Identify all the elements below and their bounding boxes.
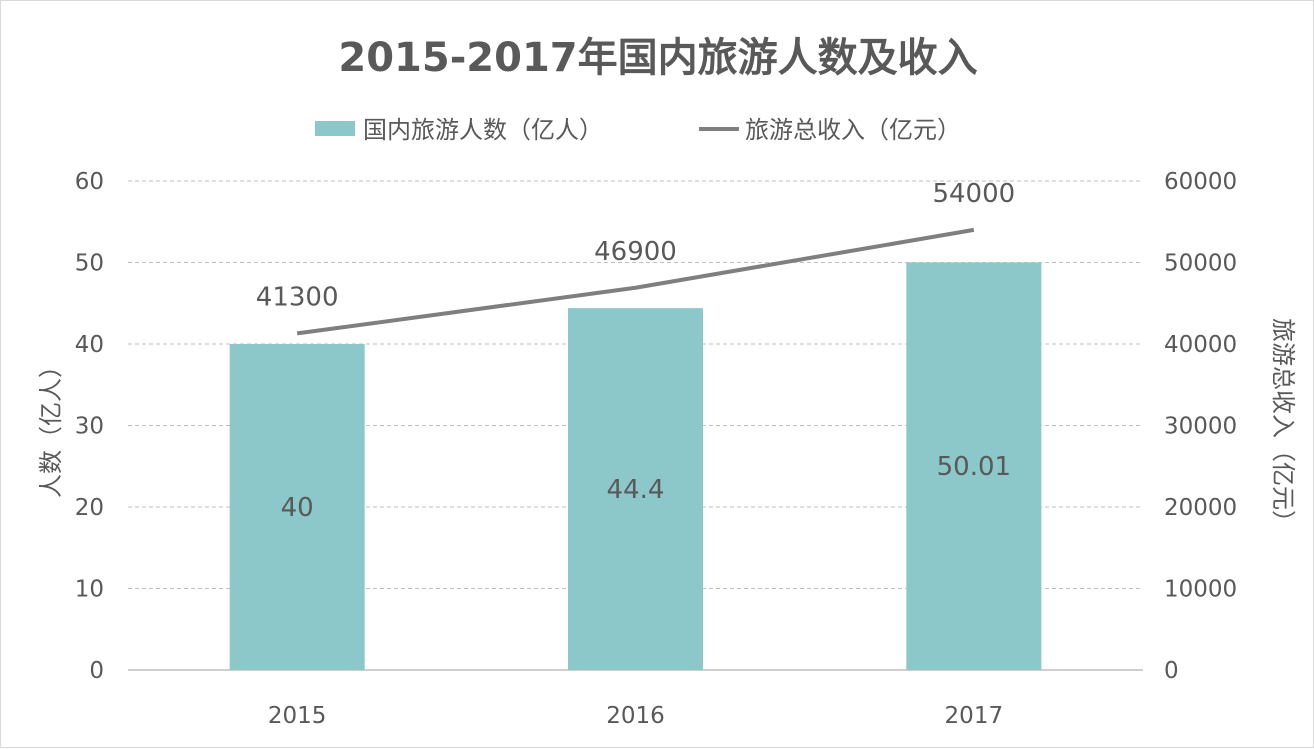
- chart-title: 2015-2017年国内旅游人数及收入: [338, 35, 977, 81]
- bar-data-label: 40: [281, 493, 314, 523]
- right-tick-label: 0: [1164, 658, 1179, 684]
- x-axis-ticks: 2015 2016 2017: [268, 703, 1003, 729]
- x-tick-label: 2017: [945, 703, 1004, 729]
- bar: [568, 308, 703, 670]
- right-tick-label: 50000: [1164, 251, 1237, 277]
- x-tick-label: 2015: [268, 703, 327, 729]
- left-tick-label: 30: [75, 414, 104, 440]
- x-tick-label: 2016: [606, 703, 665, 729]
- left-tick-label: 20: [75, 495, 104, 521]
- left-tick-label: 60: [75, 169, 104, 195]
- right-axis-ticks: 0 10000 20000 30000 40000 50000 60000: [1164, 169, 1237, 684]
- bar-data-label: 50.01: [937, 452, 1011, 482]
- right-tick-label: 60000: [1164, 169, 1237, 195]
- left-tick-label: 0: [89, 658, 104, 684]
- left-tick-label: 40: [75, 332, 104, 358]
- revenue-line: [296, 227, 975, 336]
- line-data-labels: 41300 46900 54000: [256, 179, 1015, 313]
- bar: [906, 262, 1042, 670]
- right-tick-label: 10000: [1164, 577, 1237, 603]
- bar: [229, 344, 365, 670]
- right-tick-label: 30000: [1164, 414, 1237, 440]
- legend-swatch-visitors: [315, 121, 355, 136]
- line-series: [296, 227, 975, 336]
- bar-series: [229, 262, 1042, 670]
- left-axis-ticks: 0 10 20 30 40 50 60: [75, 169, 104, 684]
- left-tick-label: 50: [75, 251, 104, 277]
- bar-data-labels: 40 44.4 50.01: [281, 452, 1011, 523]
- bar-data-label: 44.4: [607, 475, 665, 505]
- right-axis-title: 旅游总收入（亿元）: [1269, 318, 1297, 534]
- line-data-label: 46900: [594, 237, 677, 267]
- left-tick-label: 10: [75, 577, 104, 603]
- right-tick-label: 20000: [1164, 495, 1237, 521]
- line-data-label: 41300: [256, 282, 339, 312]
- right-tick-label: 40000: [1164, 332, 1237, 358]
- legend-label-revenue: 旅游总收入（亿元）: [745, 116, 961, 144]
- legend: 国内旅游人数（亿人） 旅游总收入（亿元）: [315, 116, 961, 144]
- left-axis-title: 人数（亿人）: [37, 354, 65, 498]
- legend-label-visitors: 国内旅游人数（亿人）: [363, 116, 603, 144]
- line-data-label: 54000: [932, 179, 1015, 209]
